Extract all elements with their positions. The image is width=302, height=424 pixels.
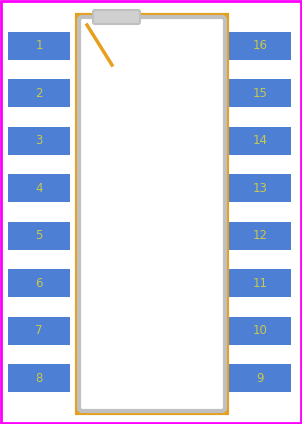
Bar [8, 364, 70, 392]
Text: 8: 8 [35, 372, 43, 385]
Bar [8, 317, 70, 345]
Bar [229, 222, 291, 250]
Bar [229, 174, 291, 202]
Bar [229, 79, 291, 107]
Text: 1: 1 [35, 39, 43, 52]
FancyBboxPatch shape [79, 17, 225, 411]
Bar [8, 79, 70, 107]
Bar [229, 269, 291, 297]
Text: 4: 4 [35, 182, 43, 195]
Text: 11: 11 [252, 277, 268, 290]
Bar [8, 174, 70, 202]
Bar [77, 15, 227, 413]
Bar [8, 127, 70, 155]
Text: 9: 9 [256, 372, 264, 385]
Text: 6: 6 [35, 277, 43, 290]
FancyBboxPatch shape [93, 10, 140, 24]
Bar [8, 32, 70, 60]
Text: 13: 13 [252, 182, 268, 195]
Bar [229, 32, 291, 60]
Text: 3: 3 [35, 134, 43, 147]
Text: 15: 15 [252, 87, 268, 100]
Text: 16: 16 [252, 39, 268, 52]
Text: 12: 12 [252, 229, 268, 242]
Text: 2: 2 [35, 87, 43, 100]
Text: 5: 5 [35, 229, 43, 242]
Bar [229, 127, 291, 155]
Text: 7: 7 [35, 324, 43, 337]
Bar [8, 269, 70, 297]
Bar [229, 364, 291, 392]
Bar [8, 222, 70, 250]
Text: 10: 10 [252, 324, 268, 337]
Text: 14: 14 [252, 134, 268, 147]
Bar [229, 317, 291, 345]
